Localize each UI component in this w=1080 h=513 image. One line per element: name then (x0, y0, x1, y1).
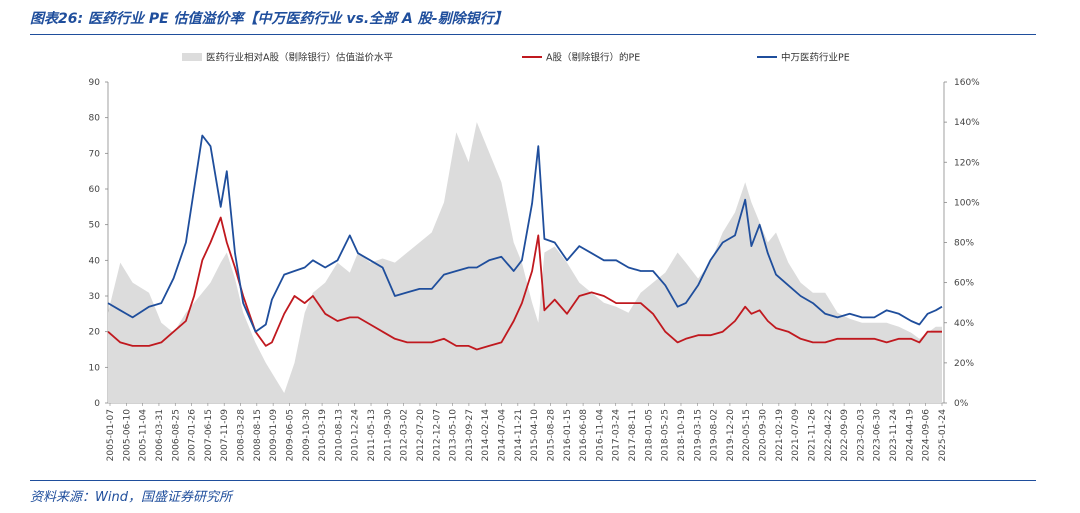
x-tick-label: 2007-01-26 (188, 409, 198, 462)
x-tick-label: 2021-07-09 (791, 409, 801, 462)
x-tick-label: 2013-05-10 (449, 409, 459, 462)
left-tick-label: 70 (89, 149, 101, 159)
chart-plot-area (107, 122, 943, 403)
pe-premium-chart: 医药行业相对A股（剔除银行）估值溢价水平 A股（剔除银行）的PE 中万医药行业PE … (89, 52, 981, 462)
x-tick-label: 2018-05-25 (661, 409, 671, 461)
x-tick-label: 2009-10-30 (302, 409, 312, 462)
x-tick-label: 2020-05-15 (742, 409, 752, 461)
x-tick-label: 2021-11-26 (807, 409, 817, 462)
x-tick-label: 2023-06-30 (873, 409, 883, 462)
x-tick-label: 2016-01-15 (563, 409, 573, 461)
x-tick-label: 2023-11-24 (889, 409, 899, 462)
x-tick-label: 2008-08-15 (253, 409, 263, 461)
x-tick-label: 2012-03-02 (400, 409, 410, 461)
x-tick-label: 2018-10-19 (677, 409, 687, 462)
x-tick-label: 2007-06-15 (204, 409, 214, 461)
x-tick-label: 2012-07-20 (416, 409, 426, 462)
x-tick-label: 2014-02-14 (481, 409, 491, 462)
x-tick-label: 2014-07-04 (498, 409, 508, 462)
x-tick-label: 2009-06-05 (285, 409, 295, 461)
x-tick-label: 2011-09-30 (383, 409, 393, 462)
right-tick-label: 100% (954, 198, 980, 208)
right-tick-label: 160% (954, 78, 980, 88)
x-tick-label: 2013-09-27 (465, 409, 475, 461)
premium-area (108, 122, 942, 403)
x-tick-label: 2024-04-19 (905, 409, 915, 462)
pharma-pe-line (107, 134, 943, 333)
legend-label: 医药行业相对A股（剔除银行）估值溢价水平 (206, 52, 393, 64)
left-tick-label: 90 (89, 78, 101, 88)
x-tick-label: 2014-11-21 (514, 409, 524, 461)
x-tick-label: 2005-06-10 (122, 409, 132, 462)
x-tick-label: 2007-11-09 (220, 409, 230, 462)
source-note: 资料来源：Wind，国盛证券研究所 (30, 490, 232, 505)
x-tick-label: 2025-01-24 (938, 409, 948, 462)
chart-legend: 医药行业相对A股（剔除银行）估值溢价水平 A股（剔除银行）的PE 中万医药行业PE (182, 52, 850, 64)
right-tick-label: 40% (954, 319, 974, 329)
x-tick-label: 2012-12-07 (432, 409, 442, 461)
x-tick-label: 2016-11-04 (595, 409, 605, 462)
x-tick-label: 2011-05-13 (367, 409, 377, 461)
x-tick-label: 2015-04-10 (530, 409, 540, 462)
x-tick-label: 2010-03-19 (318, 409, 328, 462)
x-tick-label: 2005-11-04 (139, 409, 149, 462)
x-tick-label: 2017-03-24 (612, 409, 622, 462)
x-tick-label: 2018-01-05 (644, 409, 654, 461)
left-tick-label: 20 (89, 328, 101, 338)
x-tick-label: 2006-03-31 (155, 409, 165, 461)
x-tick-label: 2006-08-25 (171, 409, 181, 461)
legend-label: A股（剔除银行）的PE (546, 52, 640, 64)
x-axis-tick-labels: 2005-01-07 2005-06-10 2005-11-04 2006-03-31… (106, 403, 948, 461)
right-tick-label: 120% (954, 158, 980, 168)
right-tick-label: 80% (954, 239, 974, 249)
title-divider (30, 34, 1036, 35)
right-tick-label: 140% (954, 118, 980, 128)
x-tick-label: 2022-09-09 (840, 409, 850, 462)
left-tick-label: 40 (89, 256, 101, 266)
x-tick-label: 2015-08-28 (546, 409, 556, 462)
x-tick-label: 2005-01-07 (106, 409, 116, 461)
x-tick-label: 2023-02-03 (856, 409, 866, 461)
x-tick-label: 2010-08-13 (334, 409, 344, 461)
x-tick-label: 2019-08-02 (710, 409, 720, 461)
left-tick-label: 60 (89, 185, 101, 195)
x-tick-label: 2024-09-06 (922, 409, 932, 462)
x-tick-label: 2008-03-28 (237, 409, 247, 462)
x-tick-label: 2020-09-30 (759, 409, 769, 462)
right-tick-label: 0% (954, 399, 969, 409)
x-tick-label: 2016-06-08 (579, 409, 589, 462)
left-tick-label: 80 (89, 114, 101, 124)
x-tick-label: 2017-08-11 (628, 409, 638, 461)
left-tick-label: 30 (89, 292, 101, 302)
right-tick-label: 60% (954, 279, 974, 289)
x-tick-label: 2022-04-22 (824, 409, 834, 461)
left-tick-label: 0 (94, 399, 100, 409)
x-tick-label: 2019-03-15 (693, 409, 703, 461)
left-tick-label: 50 (89, 221, 101, 231)
x-tick-label: 2021-02-19 (775, 409, 785, 462)
x-tick-label: 2010-12-24 (351, 409, 361, 462)
left-tick-label: 10 (89, 363, 101, 373)
legend-label: 中万医药行业PE (781, 52, 850, 64)
legend-swatch-premium (182, 53, 202, 61)
x-tick-label: 2009-01-09 (269, 409, 279, 462)
source-divider (30, 480, 1036, 481)
x-tick-label: 2019-12-20 (726, 409, 736, 462)
right-tick-label: 20% (954, 359, 974, 369)
chart-title: 图表26: 医药行业 PE 估值溢价率【中万医药行业 vs.全部 A 股-剔除银… (30, 11, 508, 27)
